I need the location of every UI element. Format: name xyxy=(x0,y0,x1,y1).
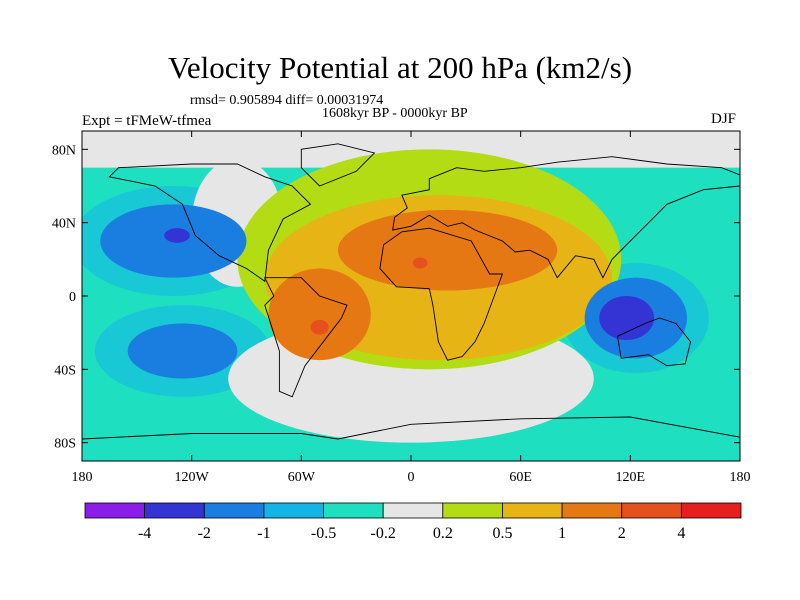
colorbar-label-4: -0.2 xyxy=(371,525,396,542)
coastline-5 xyxy=(82,416,740,461)
period-label: 1608kyr BP - 0000kyr BP xyxy=(322,106,468,121)
colorbar-label-2: -1 xyxy=(257,525,270,542)
colorbar-label-5: 0.2 xyxy=(433,525,453,542)
axis-ticks: 180 120W 60W 0 60E 120E 180 80N 40N 0 40S 80S xyxy=(52,131,751,485)
x-tick-label-5: 120E xyxy=(616,470,646,485)
chart-title: Velocity Potential at 200 hPa (km2/s) xyxy=(167,50,633,85)
contour-region-2 xyxy=(268,268,371,361)
colorbar-box-3 xyxy=(263,502,324,519)
colorbar-box-0 xyxy=(84,502,146,519)
y-tick-label-1: 40N xyxy=(52,217,76,232)
contour-region-9 xyxy=(599,296,655,340)
colorbar-label-0: -4 xyxy=(138,525,151,542)
contour-field xyxy=(82,131,740,461)
contour-region-6 xyxy=(164,228,190,243)
x-tick-label-4: 60E xyxy=(509,470,532,485)
y-tick-label-4: 80S xyxy=(54,437,76,452)
contour-region-4 xyxy=(310,319,329,335)
coastline-4 xyxy=(616,317,692,367)
y-tick-label-3: 40S xyxy=(54,363,76,378)
colorbar-box-2 xyxy=(203,502,265,519)
colorbar-label-8: 2 xyxy=(618,525,626,542)
contour-region-1 xyxy=(337,209,558,291)
coastline-0 xyxy=(108,163,312,283)
colorbar-box-7 xyxy=(502,502,563,519)
colorbar-label-7: 1 xyxy=(558,525,566,542)
coastline-3 xyxy=(392,156,740,279)
colorbar-label-6: 0.5 xyxy=(492,525,512,542)
season-label: DJF xyxy=(711,111,737,127)
colorbar-label-9: 4 xyxy=(677,525,685,542)
x-tick-label-1: 120W xyxy=(175,470,210,485)
colorbar-label-1: -2 xyxy=(198,525,211,542)
coastlines xyxy=(82,143,740,461)
y-tick-label-0: 80N xyxy=(52,143,76,158)
colorbar-box-5 xyxy=(382,502,444,519)
x-tick-label-0: 180 xyxy=(72,470,93,485)
coastline-2 xyxy=(379,227,504,361)
experiment-label: Expt = tFMeW-tfmea xyxy=(82,113,212,129)
grey-polar-band xyxy=(82,131,740,168)
colorbar-box-1 xyxy=(144,502,205,519)
contour-region-7 xyxy=(127,323,238,379)
contour-region-3 xyxy=(412,257,428,269)
colorbar-box-9 xyxy=(621,502,682,519)
x-tick-label-6: 180 xyxy=(730,470,751,485)
colorbar-box-6 xyxy=(442,502,503,519)
coastline-6 xyxy=(300,143,376,187)
x-tick-label-3: 0 xyxy=(408,470,415,485)
colorbar-box-8 xyxy=(561,502,623,519)
colorbar-box-10 xyxy=(680,502,742,519)
y-tick-label-2: 0 xyxy=(69,290,76,305)
colorbar-box-4 xyxy=(323,502,384,519)
coastline-1 xyxy=(264,277,348,398)
colorbar: -4 -2 -1 -0.5 -0.2 0.2 0.5 1 2 4 xyxy=(84,502,742,542)
x-tick-label-2: 60W xyxy=(288,470,316,485)
colorbar-label-3: -0.5 xyxy=(311,525,336,542)
stats-label: rmsd= 0.905894 diff= 0.00031974 xyxy=(190,93,384,108)
